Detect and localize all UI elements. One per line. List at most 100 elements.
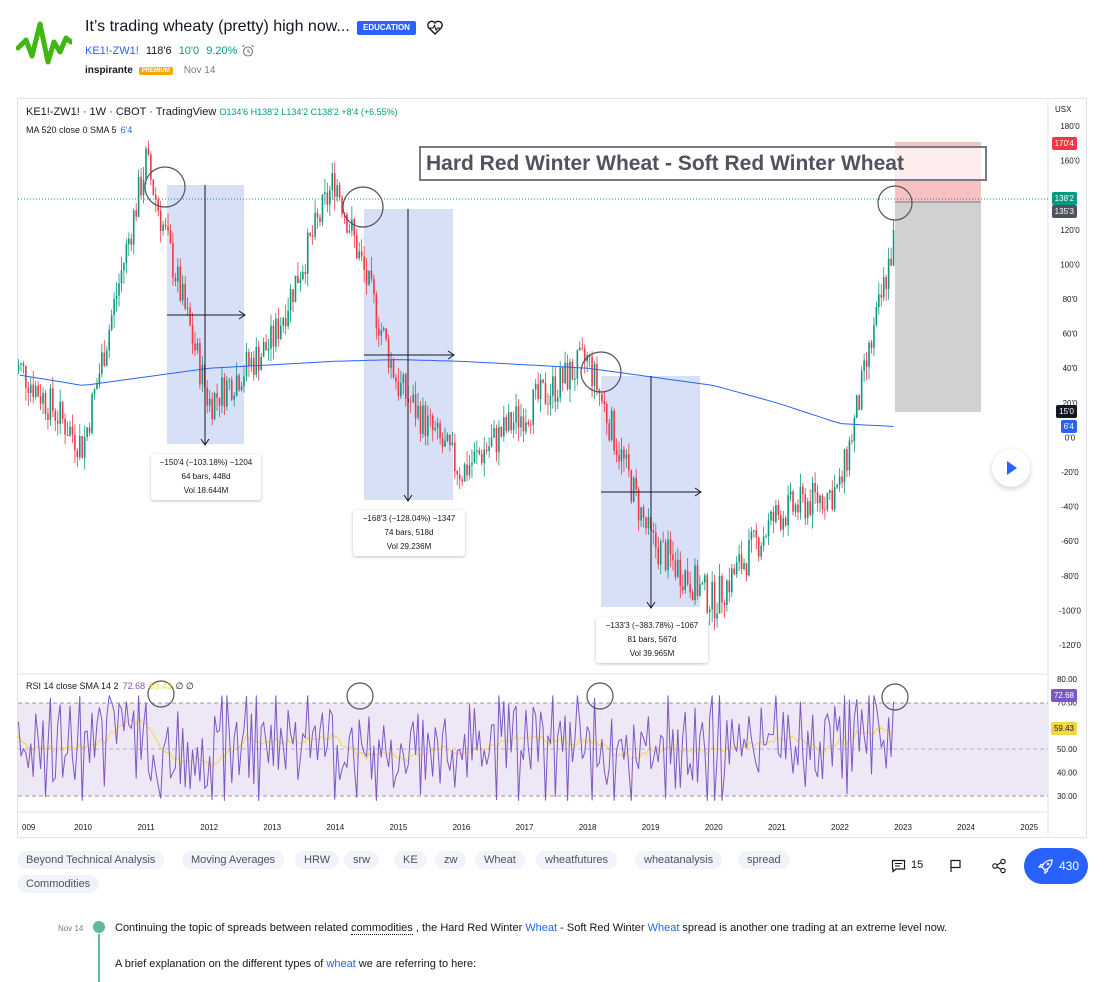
candle-body xyxy=(458,474,461,480)
candle-body xyxy=(250,357,253,366)
candle-body xyxy=(137,176,140,217)
alarm-clock-icon[interactable] xyxy=(241,44,255,58)
candle-body xyxy=(493,428,495,438)
report-button[interactable] xyxy=(944,848,968,884)
candle-body xyxy=(147,148,150,155)
candle-body xyxy=(875,307,878,326)
legend-symbol[interactable]: KE1!-ZW1! · 1W · CBOT · TradingView xyxy=(26,106,217,118)
author-name[interactable]: inspirante xyxy=(85,65,133,76)
candle-body xyxy=(69,426,71,436)
candle-body xyxy=(98,373,101,384)
tag-chip[interactable]: srw xyxy=(344,851,380,869)
wheat-link[interactable]: Wheat xyxy=(647,922,680,934)
chart-canvas[interactable]: 180'0 160'0 120'0 100'0 80'0 60'0 40'0 20'0 0'0 -… xyxy=(18,99,1086,837)
tag-chip[interactable]: wheatanalysis xyxy=(635,851,723,869)
candle-body xyxy=(657,547,660,565)
comments-button[interactable]: 15 xyxy=(884,848,924,884)
candle-body xyxy=(279,325,282,339)
candle-body xyxy=(400,382,402,396)
candle-body xyxy=(164,224,167,227)
idea-title[interactable]: It’s trading wheaty (pretty) high now... xyxy=(85,18,350,35)
candle-body xyxy=(346,214,348,233)
candle-body xyxy=(125,244,128,264)
candle-body xyxy=(799,486,802,513)
candle-body xyxy=(302,271,304,280)
tag-chip[interactable]: zw xyxy=(435,851,467,869)
tag-chip[interactable]: HRW xyxy=(295,851,340,869)
play-button[interactable] xyxy=(992,449,1030,487)
education-badge[interactable]: EDUCATION xyxy=(357,21,416,35)
candle-body xyxy=(885,277,887,289)
measure-info-3: −133'3 (−383.78%) −1067 81 bars, 567d Vo… xyxy=(596,617,708,663)
candle-body xyxy=(642,507,645,518)
candle-body xyxy=(466,464,468,476)
tag-chip[interactable]: Commodities xyxy=(17,875,100,893)
candle-body xyxy=(113,299,115,316)
symbol-link[interactable]: KE1!-ZW1! xyxy=(85,45,139,57)
candle-body xyxy=(96,383,98,390)
measure-1-change: −150'4 (−103.18%) −1204 xyxy=(159,458,253,467)
premium-badge: PREMIUM xyxy=(138,67,173,75)
chart-panel[interactable]: 180'0 160'0 120'0 100'0 80'0 60'0 40'0 20'0 0'0 -… xyxy=(17,98,1087,838)
candle-body xyxy=(34,385,37,398)
candle-body xyxy=(674,560,677,577)
rsi-tick-label: 40.00 xyxy=(1057,769,1078,778)
ma-legend[interactable]: MA 520 close 0 SMA 5 6'4 xyxy=(26,125,132,135)
candle-body xyxy=(485,449,488,451)
candle-body xyxy=(196,343,199,351)
author-logo-icon[interactable] xyxy=(16,18,72,70)
candle-body xyxy=(571,361,574,380)
chart-annotation-title[interactable]: Hard Red Winter Wheat - Soft Red Winter … xyxy=(419,146,987,181)
candle-body xyxy=(873,325,875,348)
rsi-axis[interactable]: 80.00 70.00 50.00 40.00 30.00 xyxy=(1057,675,1078,801)
time-axis[interactable]: 009 2010 2011 2012 2013 2014 2015 2016 2017 2018 2… xyxy=(22,823,1039,832)
candle-body xyxy=(338,185,341,198)
candle-body xyxy=(25,365,27,388)
candle-body xyxy=(525,422,527,432)
wheat-link[interactable]: wheat xyxy=(326,958,356,970)
heart-pulse-icon[interactable] xyxy=(426,19,444,37)
tag-chip[interactable]: spread xyxy=(738,851,790,869)
candle-body xyxy=(172,242,174,278)
candle-body xyxy=(189,307,191,326)
candle-body xyxy=(240,386,243,390)
candle-body xyxy=(71,426,74,435)
candle-body xyxy=(150,154,152,180)
candle-body xyxy=(740,554,743,569)
candle-body xyxy=(647,516,650,529)
candle-body xyxy=(360,251,363,257)
wheat-link[interactable]: Wheat xyxy=(525,922,558,934)
tag-chip[interactable]: Wheat xyxy=(475,851,525,869)
candle-body xyxy=(78,435,81,458)
candle-body xyxy=(490,437,493,447)
candle-body xyxy=(159,210,162,231)
time-tick-label: 2016 xyxy=(453,823,471,832)
candle-body xyxy=(427,415,429,437)
candle-body xyxy=(18,364,20,371)
chart-legend[interactable]: KE1!-ZW1! · 1W · CBOT · TradingView O134… xyxy=(26,106,398,118)
candle-body xyxy=(22,363,25,366)
price-axis[interactable]: 180'0 160'0 120'0 100'0 80'0 60'0 40'0 20'0 0'0 -… xyxy=(1059,122,1082,650)
tag-chip[interactable]: KE xyxy=(394,851,427,869)
candle-body xyxy=(387,338,390,368)
candle-body xyxy=(882,277,885,298)
tag-chip[interactable]: Moving Averages xyxy=(182,851,285,869)
candle-body xyxy=(434,428,436,431)
commodities-link[interactable]: commodities xyxy=(351,922,413,935)
share-button[interactable] xyxy=(986,848,1012,884)
candle-body xyxy=(402,374,405,383)
candle-body xyxy=(576,350,579,379)
text-span: A brief explanation on the different typ… xyxy=(115,958,327,970)
candle-body xyxy=(267,348,270,351)
candle-body xyxy=(579,347,581,351)
rsi-legend[interactable]: RSI 14 close SMA 14 2 72.68 59.43 ∅ ∅ xyxy=(26,681,194,692)
boost-button[interactable]: 430 xyxy=(1024,848,1088,884)
candle-body xyxy=(686,570,689,584)
time-tick-label: 2024 xyxy=(957,823,975,832)
candle-body xyxy=(120,270,123,284)
tag-chip[interactable]: Beyond Technical Analysis xyxy=(17,851,165,869)
candle-body xyxy=(422,405,424,434)
candle-body xyxy=(103,352,106,366)
tag-chip[interactable]: wheatfutures xyxy=(536,851,617,869)
position-target-zone[interactable] xyxy=(895,202,981,412)
